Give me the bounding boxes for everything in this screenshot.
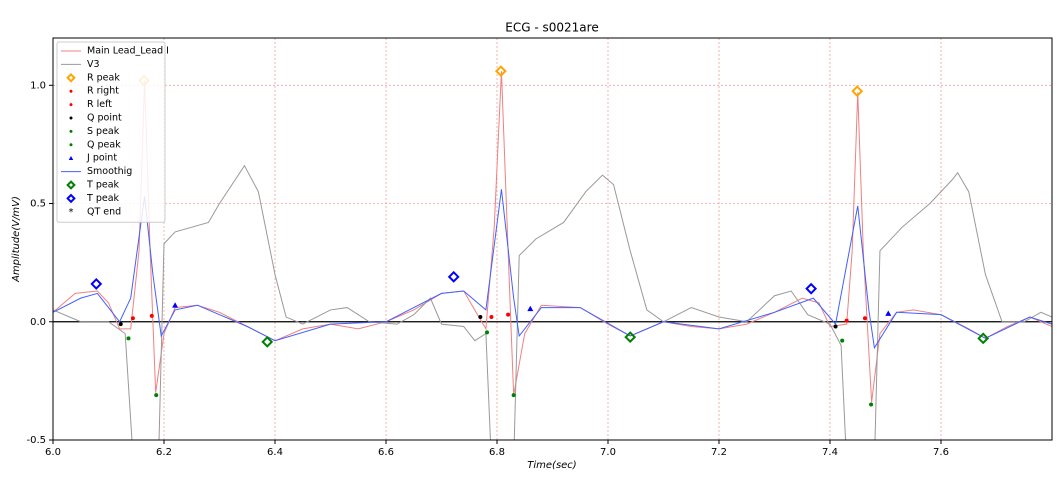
legend-swatch: [69, 89, 73, 93]
series-line: [53, 71, 1052, 403]
legend-label: QT end: [87, 206, 121, 217]
series-marker: [172, 302, 179, 308]
legend-label: Q peak: [87, 139, 121, 150]
series-marker: [851, 85, 864, 98]
x-tick-label: 6.0: [45, 447, 61, 458]
legend-label: V3: [87, 59, 100, 70]
legend-swatch: [69, 129, 73, 133]
legend-swatch: [66, 73, 76, 83]
y-tick-label: 0.0: [30, 317, 46, 328]
series-marker: [154, 393, 159, 398]
x-tick-label: 6.2: [156, 447, 172, 458]
series-marker: [840, 338, 845, 343]
series-line: [53, 189, 1052, 350]
y-axis-label: Amplitude(V/mV): [11, 196, 22, 283]
series-marker: [149, 313, 154, 318]
legend-label: R peak: [87, 72, 120, 83]
legend-label: T peak: [86, 193, 120, 204]
chart-title: ECG - s0021are: [505, 21, 598, 35]
y-tick-label: 0.5: [30, 199, 46, 210]
series-marker: [90, 278, 103, 290]
series-marker: [126, 336, 131, 341]
x-tick-label: 6.6: [378, 447, 394, 458]
legend-swatch: [69, 116, 73, 120]
series-marker: [977, 332, 990, 345]
legend-label: T peak: [86, 180, 120, 191]
x-tick-label: 7.2: [711, 447, 727, 458]
y-tick-label: 1.0: [30, 80, 46, 91]
legend-label: R left: [87, 99, 112, 110]
legend-swatch: [69, 143, 73, 147]
series-marker: [805, 282, 818, 295]
x-tick-label: 6.8: [489, 447, 505, 458]
series-marker: [485, 330, 490, 335]
y-tick-label: -0.5: [26, 435, 46, 446]
series-marker: [833, 324, 838, 329]
legend-label: Main Lead_Lead I: [87, 46, 169, 57]
series-marker: [862, 316, 867, 321]
legend-label: Smoothig: [87, 166, 132, 177]
legend-swatch: [69, 103, 73, 107]
legend: Main Lead_Lead I V3 R peak R right R left Q p…: [56, 41, 169, 223]
legend-box: [56, 41, 166, 223]
series-marker: [130, 316, 135, 321]
legend-swatch: [66, 193, 76, 204]
series-marker: [527, 305, 534, 312]
series-marker: [624, 331, 637, 344]
legend-label: S peak: [87, 126, 120, 137]
series-marker: [261, 335, 274, 348]
x-axis-label: Time(sec): [527, 460, 576, 471]
x-tick-label: 7.6: [933, 447, 949, 458]
x-tick-label: 7.4: [822, 447, 838, 458]
legend-label: R right: [87, 86, 119, 97]
legend-swatch: [66, 180, 76, 190]
series-marker: [869, 402, 874, 407]
series-marker: [118, 322, 123, 327]
legend-label: Q point: [87, 113, 122, 124]
series-marker: [494, 65, 507, 78]
plot-frame: [52, 37, 1053, 441]
series-marker: [478, 315, 483, 320]
legend-label: J point: [86, 153, 117, 164]
series-marker: [506, 312, 511, 317]
x-tick-label: 7.0: [600, 447, 616, 458]
x-tick-label: 6.4: [267, 447, 283, 458]
series-marker: [885, 310, 892, 316]
legend-swatch: [68, 155, 74, 160]
series-marker: [447, 270, 460, 283]
legend-swatch: *: [69, 207, 74, 218]
series-marker: [844, 318, 849, 323]
axes: 6.0 6.2 6.4 6.6 6.8 7.0 7.2 7.4 7.6 -0.5 0.0 0.5 1.0: [26, 80, 948, 458]
series-marker: [511, 393, 516, 398]
series-marker: [489, 315, 494, 320]
series-line: [53, 164, 1052, 440]
